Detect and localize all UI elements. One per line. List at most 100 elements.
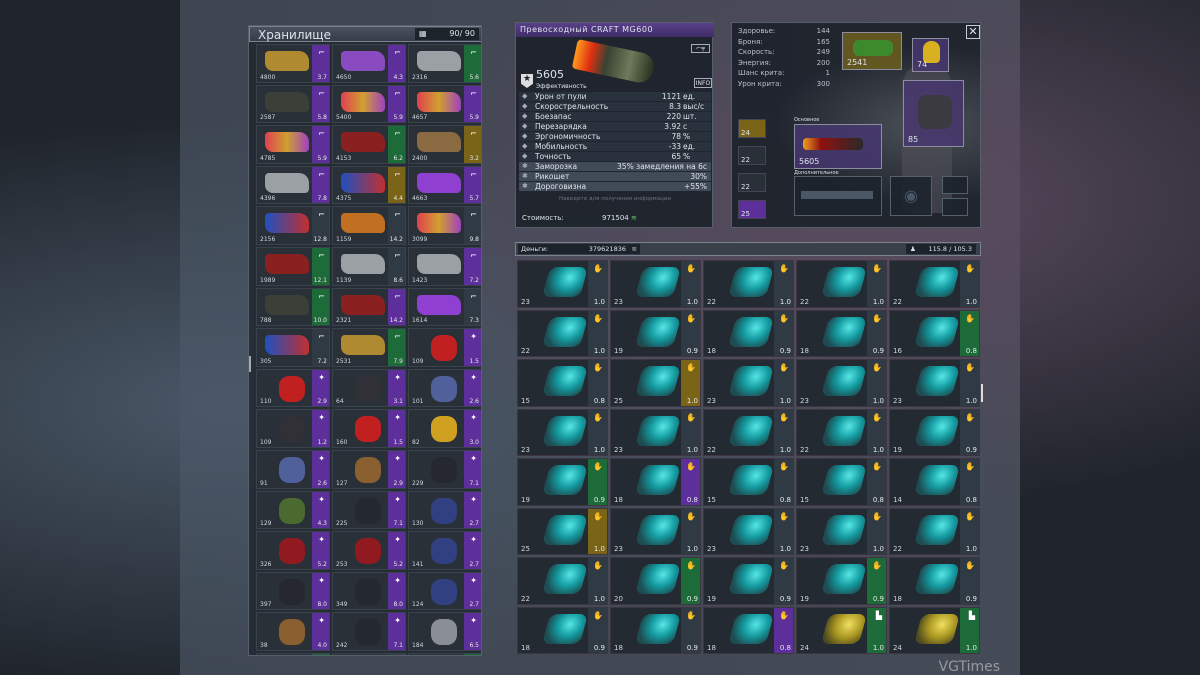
storage-item[interactable]: ⌐ 2321 14.2 [332, 287, 406, 327]
inventory-item[interactable]: ✋ 22 1.0 [889, 260, 980, 308]
inventory-item[interactable]: ▙ 24 1.0 [889, 606, 980, 654]
storage-item[interactable]: ⌐ 4657 5.9 [408, 84, 481, 124]
quick-slot[interactable]: 22 [738, 146, 766, 165]
inventory-item[interactable]: ✋ 25 1.0 [610, 359, 701, 407]
inventory-item[interactable]: ✋ 23 1.0 [610, 507, 701, 555]
inventory-item[interactable]: ▙ 24 1.0 [796, 606, 887, 654]
storage-item[interactable]: ✦ [256, 652, 330, 655]
bonus-row[interactable]: ✱ Рикошет 30% [519, 172, 711, 181]
storage-item[interactable]: ⌐ 2531 7.9 [332, 328, 406, 367]
storage-item[interactable]: ⌐ 2316 5.6 [408, 44, 481, 83]
storage-item[interactable]: ✦ 129 4.3 [256, 490, 330, 530]
storage-item[interactable]: ✦ 110 2.9 [256, 368, 330, 408]
inventory-item[interactable]: ✋ 22 1.0 [703, 260, 794, 308]
inventory-item[interactable]: ✋ 23 1.0 [517, 260, 608, 308]
inventory-item[interactable]: ✋ 22 1.0 [703, 408, 794, 456]
storage-item[interactable]: ⌐ 1423 7.2 [408, 246, 481, 286]
inventory-item[interactable]: ✋ 23 1.0 [610, 260, 701, 308]
storage-item[interactable]: ⌐ 2156 12.8 [256, 206, 330, 245]
inventory-item[interactable]: ✋ 22 1.0 [517, 557, 608, 605]
storage-item[interactable]: ⌐ 4663 5.7 [408, 165, 481, 205]
storage-item[interactable]: ⌐ 4153 6.2 [332, 125, 406, 164]
storage-item[interactable]: ✦ 397 8.0 [256, 571, 330, 611]
storage-item[interactable]: ✦ 225 7.1 [332, 490, 406, 530]
inventory-item[interactable]: ✋ 19 0.9 [610, 309, 701, 357]
inventory-item[interactable]: ✋ 15 0.8 [703, 458, 794, 506]
inventory-item[interactable]: ✋ 23 1.0 [517, 408, 608, 456]
inventory-item[interactable]: ✋ 18 0.9 [517, 606, 608, 654]
storage-item[interactable]: ✦ 141 2.7 [408, 531, 481, 570]
storage-item[interactable]: ✦ 82 3.0 [408, 409, 481, 448]
storage-item[interactable]: ⌐ 4375 4.4 [332, 165, 406, 205]
quick-slot[interactable]: 25 [738, 200, 766, 219]
storage-item[interactable]: ✦ 91 2.6 [256, 449, 330, 489]
inventory-item[interactable]: ✋ 18 0.9 [610, 606, 701, 654]
inventory-item[interactable]: ✋ 19 0.9 [796, 557, 887, 605]
primary-weapon-slot[interactable]: 5605 [794, 124, 882, 169]
helmet-slot[interactable]: 74 [912, 38, 949, 72]
storage-item[interactable]: ✦ 242 7.1 [332, 612, 406, 651]
storage-item[interactable]: ✦ 127 2.9 [332, 449, 406, 489]
inventory-item[interactable]: ✋ 20 0.9 [610, 557, 701, 605]
storage-item[interactable]: ⌐ 4396 7.8 [256, 165, 330, 205]
inventory-item[interactable]: ✋ 14 0.8 [889, 458, 980, 506]
storage-item[interactable]: ⌐ 1139 8.6 [332, 246, 406, 286]
storage-item[interactable]: ⌐ 4650 4.3 [332, 44, 406, 83]
storage-item[interactable]: ✦ 101 2.6 [408, 368, 481, 408]
storage-item[interactable]: ✦ 109 1.2 [256, 409, 330, 448]
storage-item[interactable]: ✦ [408, 652, 481, 655]
inventory-item[interactable]: ✋ 18 0.8 [703, 606, 794, 654]
storage-item[interactable]: ✦ 349 8.0 [332, 571, 406, 611]
storage-item[interactable]: ✦ [332, 652, 406, 655]
storage-item[interactable]: ✦ 229 7.1 [408, 449, 481, 489]
storage-item[interactable]: ✦ 253 5.2 [332, 531, 406, 570]
gadget-slot-2[interactable] [942, 198, 968, 216]
quick-slot[interactable]: 22 [738, 173, 766, 192]
storage-scrollbar[interactable] [249, 356, 251, 372]
inventory-item[interactable]: ✋ 22 1.0 [517, 309, 608, 357]
inventory-item[interactable]: ✋ 23 1.0 [796, 359, 887, 407]
storage-item[interactable]: ⌐ 1614 7.3 [408, 287, 481, 327]
inventory-item[interactable]: ✋ 23 1.0 [889, 359, 980, 407]
armor-slot[interactable]: 85 [903, 80, 964, 147]
storage-item[interactable]: ⌐ 305 7.2 [256, 328, 330, 367]
storage-item[interactable]: ✦ 160 1.5 [332, 409, 406, 448]
storage-item[interactable]: ⌐ 1159 14.2 [332, 206, 406, 245]
inventory-item[interactable]: ✋ 18 0.9 [796, 309, 887, 357]
inventory-item[interactable]: ✋ 22 1.0 [889, 507, 980, 555]
grenade-slot[interactable]: ◉ [890, 176, 932, 216]
storage-item[interactable]: ✦ 130 2.7 [408, 490, 481, 530]
storage-item[interactable]: ⌐ 5400 5.9 [332, 84, 406, 124]
storage-item[interactable]: ⌐ 1989 12.1 [256, 246, 330, 286]
storage-item[interactable]: ✦ 184 6.5 [408, 612, 481, 651]
inventory-item[interactable]: ✋ 19 0.9 [703, 557, 794, 605]
inventory-item[interactable]: ✋ 18 0.9 [889, 557, 980, 605]
inventory-item[interactable]: ✋ 25 1.0 [517, 507, 608, 555]
info-button[interactable]: INFO [694, 78, 712, 88]
bonus-row[interactable]: ✱ Дороговизна +55% [519, 182, 711, 191]
extra-weapon-slot[interactable] [794, 176, 882, 216]
inventory-item[interactable]: ✋ 22 1.0 [796, 408, 887, 456]
inventory-item[interactable]: ✋ 19 0.9 [889, 408, 980, 456]
inventory-item[interactable]: ✋ 18 0.8 [610, 458, 701, 506]
inventory-item[interactable]: ✋ 22 1.0 [796, 260, 887, 308]
inventory-item[interactable]: ✋ 23 1.0 [703, 359, 794, 407]
storage-item[interactable]: ✦ 64 3.1 [332, 368, 406, 408]
storage-item[interactable]: ⌐ 2587 5.8 [256, 84, 330, 124]
bonus-row[interactable]: ✱ Заморозка 35% замедления на 6с [519, 162, 711, 171]
quick-slot[interactable]: 24 [738, 119, 766, 138]
gadget-slot-1[interactable] [942, 176, 968, 194]
storage-item[interactable]: ✦ 124 2.7 [408, 571, 481, 611]
storage-item[interactable]: ✦ 109 1.5 [408, 328, 481, 367]
storage-item[interactable]: ✦ 38 4.0 [256, 612, 330, 651]
inventory-item[interactable]: ✋ 23 1.0 [610, 408, 701, 456]
inventory-item[interactable]: ✋ 18 0.9 [703, 309, 794, 357]
storage-item[interactable]: ⌐ 4800 3.7 [256, 44, 330, 83]
storage-item[interactable]: ⌐ 788 10.0 [256, 287, 330, 327]
close-button[interactable]: ✕ [966, 25, 980, 39]
inventory-item[interactable]: ✋ 19 0.9 [517, 458, 608, 506]
inventory-item[interactable]: ✋ 15 0.8 [517, 359, 608, 407]
inventory-item[interactable]: ✋ 23 1.0 [796, 507, 887, 555]
inventory-item[interactable]: ✋ 16 0.8 [889, 309, 980, 357]
storage-item[interactable]: ⌐ 3099 9.8 [408, 206, 481, 245]
